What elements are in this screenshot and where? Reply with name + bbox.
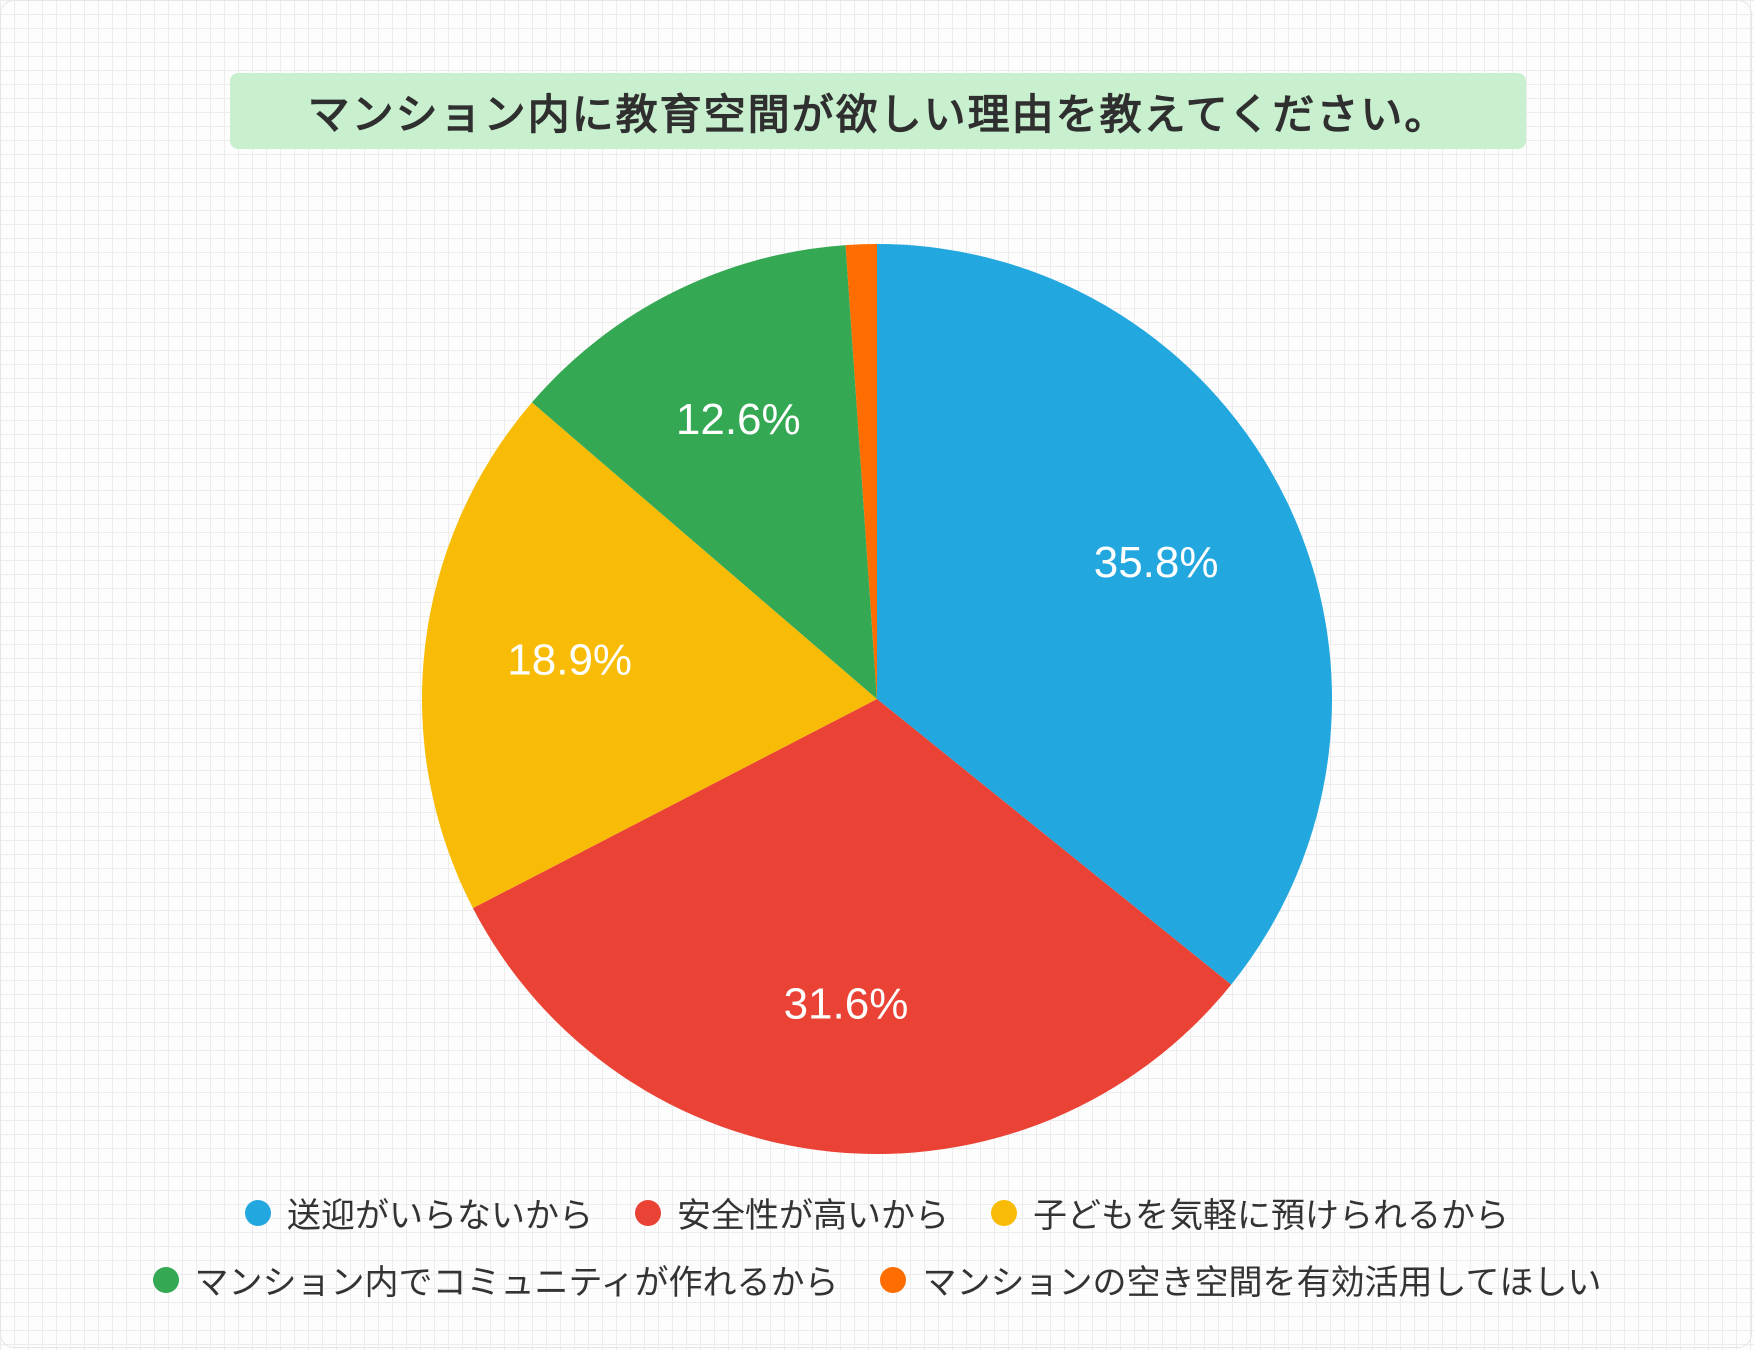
legend: 送迎がいらないから 安全性が高いから 子どもを気軽に預けられるから マンション内… xyxy=(0,1188,1754,1304)
chart-title-banner: マンション内に教育空間が欲しい理由を教えてください。 xyxy=(230,73,1526,149)
slice-value-label: 35.8% xyxy=(1094,538,1219,587)
legend-swatch xyxy=(635,1199,661,1226)
legend-label: マンションの空き空間を有効活用してほしい xyxy=(922,1263,1602,1303)
slice-value-label: 12.6% xyxy=(676,395,801,444)
legend-item: マンションの空き空間を有効活用してほしい xyxy=(880,1255,1601,1304)
pie-slice xyxy=(845,244,877,699)
legend-row-1: 送迎がいらないから 安全性が高いから 子どもを気軽に預けられるから xyxy=(245,1188,1509,1237)
legend-swatch xyxy=(152,1266,179,1293)
legend-swatch xyxy=(880,1266,907,1293)
slice-value-label: 18.9% xyxy=(507,636,632,685)
pie-slice xyxy=(877,244,1333,985)
legend-item: マンション内でコミュニティが作れるから xyxy=(152,1255,839,1304)
slice-value-label: 31.6% xyxy=(784,979,909,1028)
legend-label: 子どもを気軽に預けられるから xyxy=(1033,1196,1509,1236)
pie-slice xyxy=(472,699,1232,1154)
legend-item: 子どもを気軽に預けられるから xyxy=(991,1188,1509,1237)
legend-item: 送迎がいらないから xyxy=(245,1188,593,1237)
legend-swatch xyxy=(991,1199,1017,1226)
legend-row-2: マンション内でコミュニティが作れるから マンションの空き空間を有効活用してほしい xyxy=(152,1255,1601,1304)
legend-swatch xyxy=(245,1199,271,1226)
legend-label: 送迎がいらないから xyxy=(287,1196,593,1236)
legend-item: 安全性が高いから xyxy=(635,1188,949,1237)
legend-label: マンション内でコミュニティが作れるから xyxy=(194,1263,839,1303)
legend-label: 安全性が高いから xyxy=(677,1196,949,1236)
pie-slice xyxy=(531,245,877,699)
pie-slice xyxy=(421,402,877,909)
chart-title: マンション内に教育空間が欲しい理由を教えてください。 xyxy=(307,89,1449,139)
